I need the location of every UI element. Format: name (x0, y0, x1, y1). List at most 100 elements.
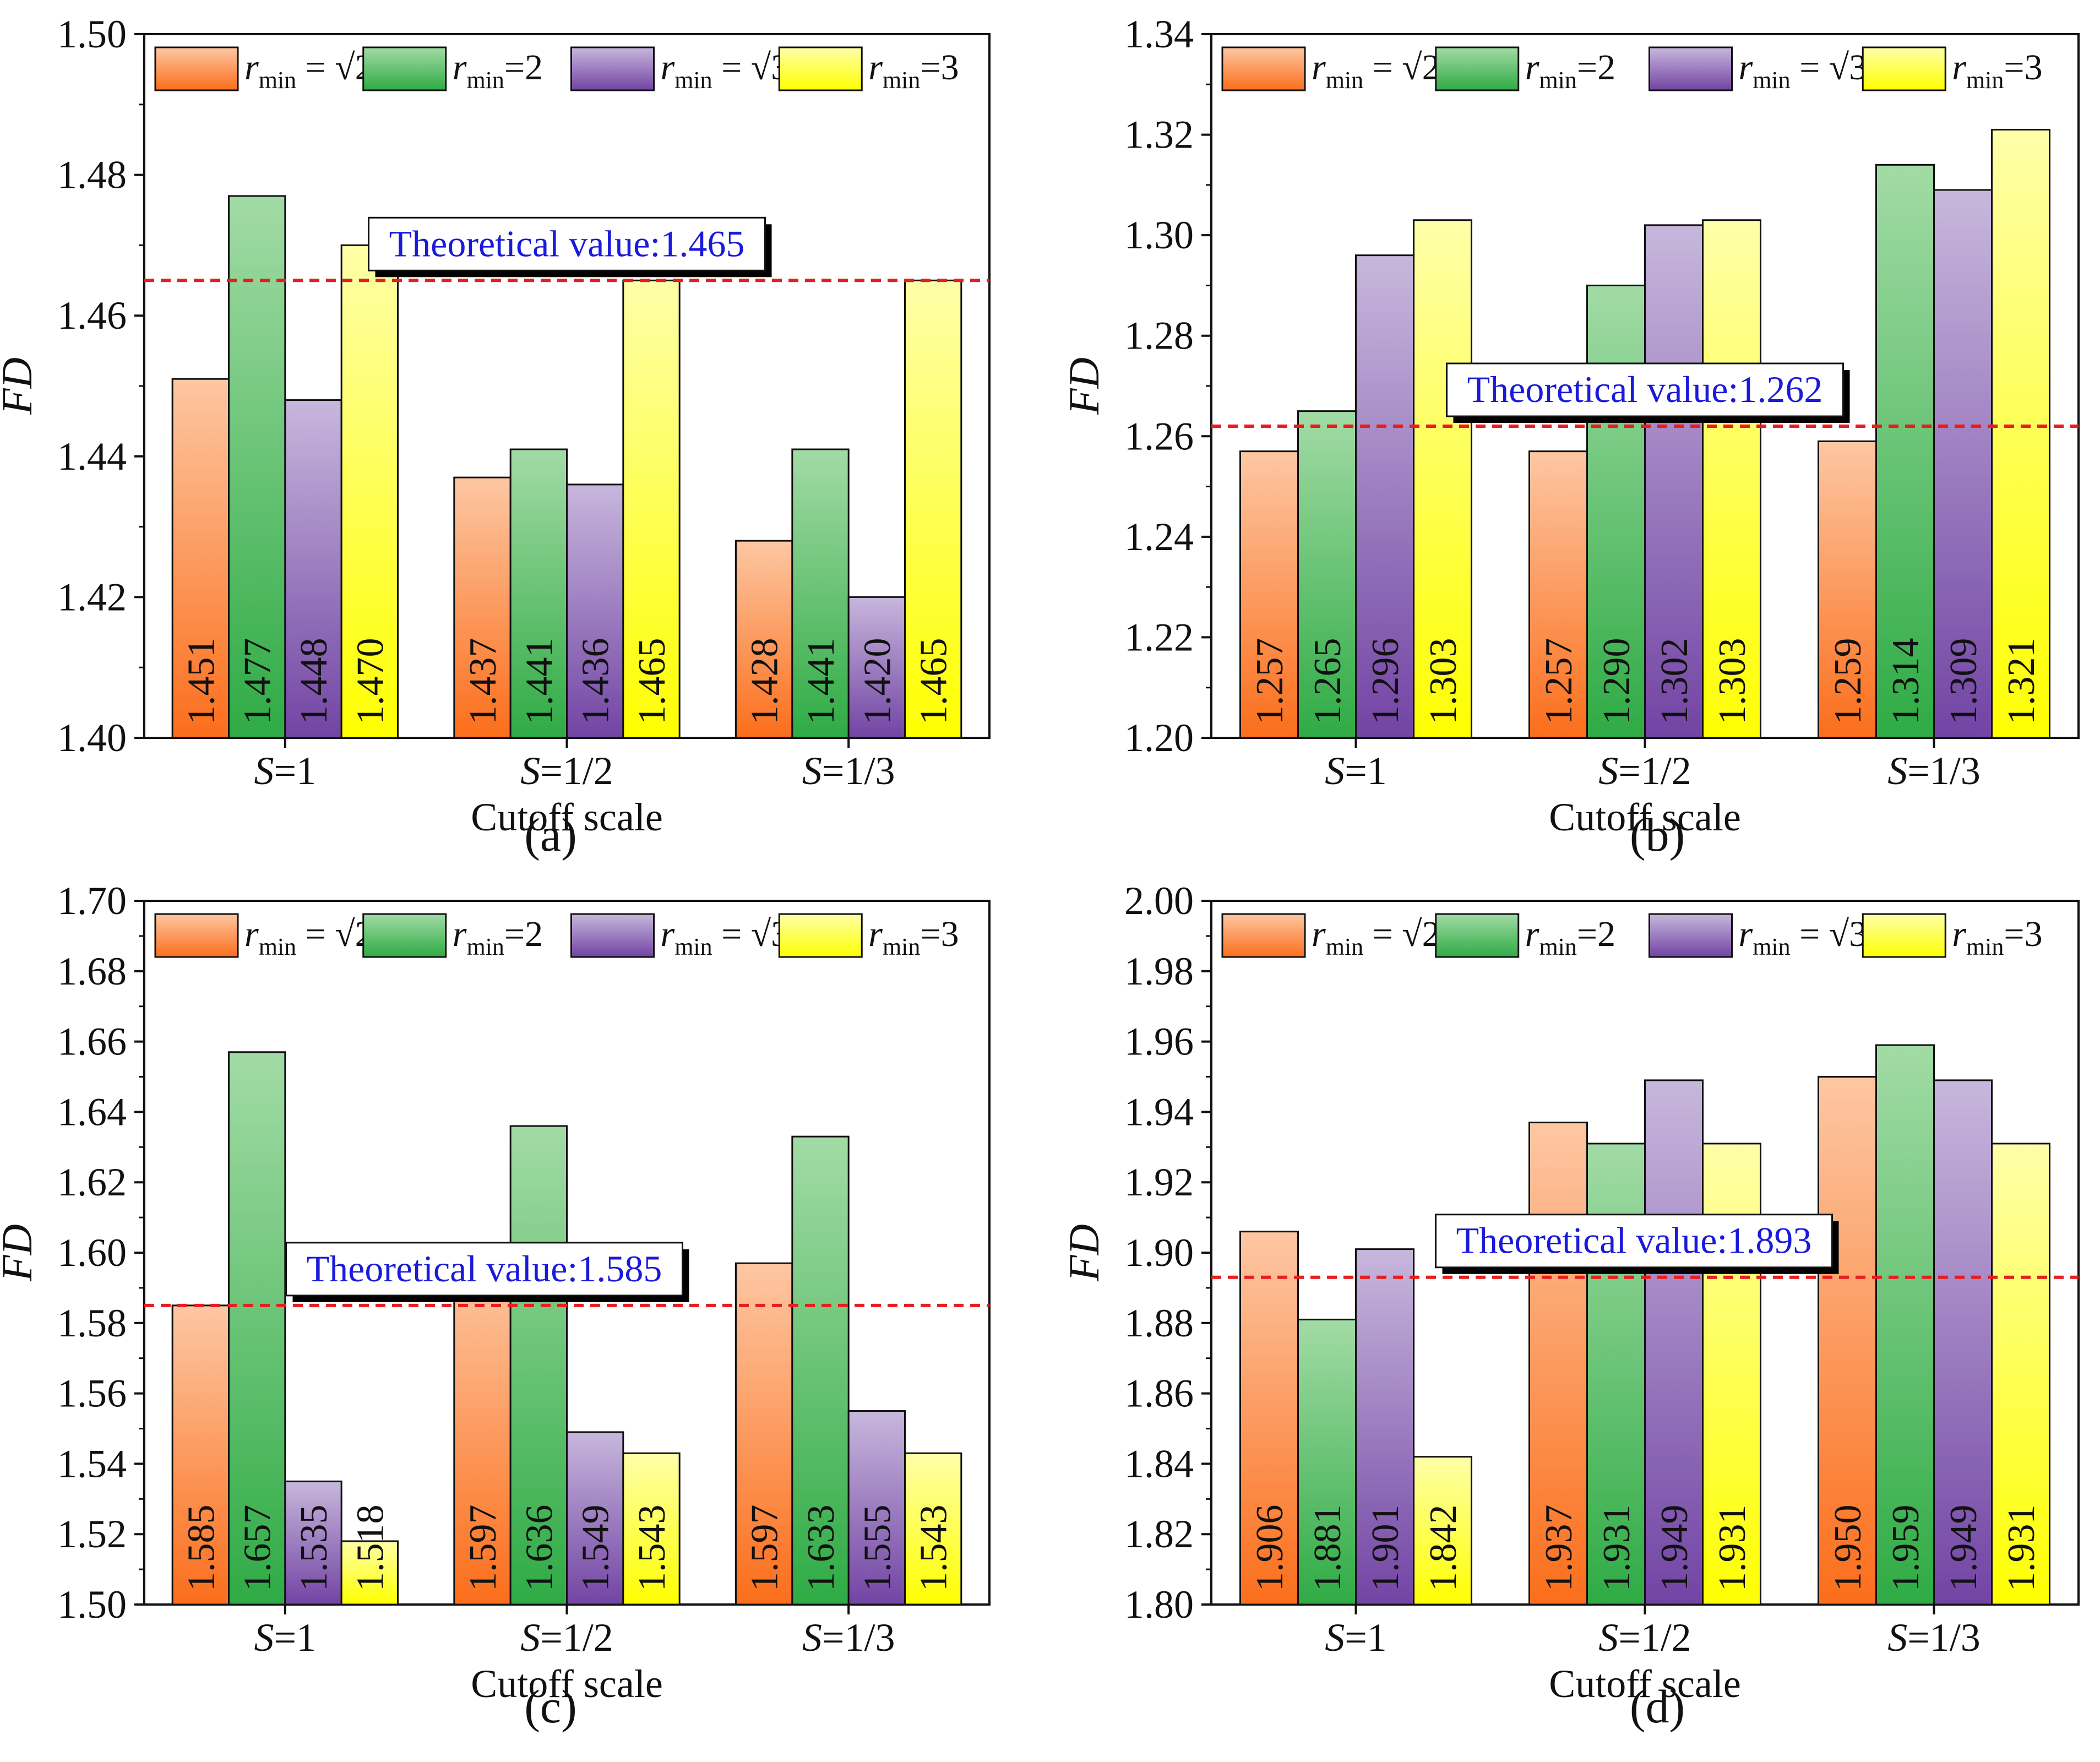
bar-value-label: 1.555 (856, 1505, 899, 1592)
theoretical-value-label: Theoretical value:1.465 (389, 222, 745, 264)
bar-value-label: 1.549 (575, 1505, 617, 1592)
legend-swatch (362, 46, 447, 91)
theoretical-value-label: Theoretical value:1.262 (1467, 368, 1823, 410)
bar (1528, 450, 1588, 739)
bar-value-label: 1.309 (1943, 638, 1985, 725)
bar (1239, 1231, 1299, 1606)
bar (1413, 219, 1472, 739)
bar (1875, 164, 1935, 739)
legend-swatch (1649, 46, 1733, 91)
chart-panel-c: 1.50 1.52 1.54 1.56 1.58 1.60 1.62 1.64 1.66 1.68… (0, 879, 991, 1733)
y-tick-label: 1.42 (57, 575, 127, 619)
bar-value-label: 1.633 (800, 1505, 842, 1592)
legend-entry-label: rmin=2 (1525, 47, 1615, 94)
y-tick-label: 1.50 (57, 1582, 127, 1627)
bar-value-label: 1.585 (180, 1505, 222, 1592)
bar-value-label: 1.949 (1943, 1505, 1985, 1592)
legend-swatch (570, 46, 655, 91)
bar-value-label: 1.420 (856, 638, 899, 725)
y-tick-label: 1.30 (1124, 213, 1194, 257)
x-tick-label: S=1/2 (520, 749, 613, 793)
legend-swatch (570, 913, 655, 958)
y-tick-label: 2.00 (1124, 879, 1194, 923)
y-tick-label: 1.26 (1124, 414, 1194, 458)
bar (1644, 1079, 1704, 1606)
legend: rmin = √2 rmin=2 rmin = √3 rmin=3 (1221, 46, 2043, 94)
bar (171, 378, 230, 739)
bar-value-label: 1.257 (1249, 638, 1291, 725)
y-tick-label: 1.40 (57, 716, 127, 760)
chart-panel-a: 1.40 1.42 1.44 1.46 1.48 1.50 FD 1.451 1.477 1.44… (0, 12, 991, 861)
legend-entry-label: rmin=3 (868, 47, 959, 94)
bar (1875, 1044, 1935, 1606)
bar-value-label: 1.265 (1307, 638, 1349, 725)
bar (1702, 219, 1761, 739)
y-tick-label: 1.44 (57, 434, 127, 478)
y-tick-label: 1.52 (57, 1512, 127, 1556)
chart-panel-d: 1.80 1.82 1.84 1.86 1.88 1.90 1.92 1.94 1.96 1.98… (1060, 879, 2080, 1733)
legend-swatch (1862, 913, 1946, 958)
bar-value-label: 1.518 (349, 1505, 391, 1592)
panel-label: (d) (1630, 1680, 1685, 1733)
y-tick-label: 1.66 (57, 1020, 127, 1064)
bar (1644, 224, 1704, 739)
theoretical-value-label: Theoretical value:1.893 (1456, 1220, 1812, 1261)
bar (791, 1135, 850, 1606)
bar-value-label: 1.441 (800, 638, 842, 725)
bar (1933, 1079, 1993, 1606)
legend-swatch (778, 46, 863, 91)
bar-value-label: 1.259 (1827, 638, 1869, 725)
bar (735, 540, 793, 739)
x-tick-label: S=1 (254, 749, 317, 793)
legend-swatch (1435, 46, 1520, 91)
bar-value-label: 1.842 (1422, 1505, 1465, 1592)
bar-value-label: 1.477 (237, 638, 279, 725)
legend-entry-label: rmin=3 (868, 914, 959, 960)
y-tick-label: 1.58 (57, 1301, 127, 1345)
bar-value-label: 1.448 (293, 638, 335, 725)
y-tick-label: 1.28 (1124, 314, 1194, 358)
legend-entry-label: rmin=2 (453, 47, 543, 94)
bar (622, 1452, 681, 1606)
y-tick-label: 1.82 (1124, 1512, 1194, 1556)
bar-value-label: 1.901 (1364, 1505, 1407, 1592)
bar (1297, 1318, 1357, 1606)
bar-value-label: 1.302 (1653, 638, 1696, 725)
bar-value-label: 1.314 (1885, 638, 1927, 725)
y-axis-label: FD (1060, 357, 1108, 415)
y-tick-label: 1.88 (1124, 1301, 1194, 1345)
x-tick-label: S=1 (254, 1616, 317, 1660)
x-axis-label: Cutoff scale (471, 1662, 663, 1706)
legend-swatch (1221, 913, 1306, 958)
legend-swatch (1649, 913, 1733, 958)
bar-value-label: 1.303 (1422, 638, 1465, 725)
legend-entry-label: rmin = √2 (244, 914, 373, 960)
bar (340, 1540, 399, 1606)
legend-swatch (1862, 46, 1946, 91)
bar (791, 448, 850, 739)
bar-value-label: 1.931 (2000, 1505, 2043, 1592)
x-tick-label: S=1/3 (1887, 1616, 1981, 1660)
bar (904, 1452, 962, 1606)
bar-value-label: 1.290 (1596, 638, 1638, 725)
y-axis-label: FD (0, 1224, 41, 1282)
panel-label: (c) (524, 1680, 576, 1733)
bar-value-label: 1.296 (1364, 638, 1407, 725)
legend-swatch (1221, 46, 1306, 91)
bar-value-label: 1.931 (1596, 1505, 1638, 1592)
bar (453, 476, 512, 739)
bar (1818, 1076, 1877, 1606)
theory-label-box (1435, 1214, 1833, 1269)
bar-value-label: 1.441 (518, 638, 561, 725)
bar-value-label: 1.949 (1653, 1505, 1696, 1592)
x-tick-label: S=1/2 (520, 1616, 613, 1660)
y-tick-label: 1.90 (1124, 1231, 1194, 1275)
bar (1818, 440, 1877, 739)
legend: rmin = √2 rmin=2 rmin = √3 rmin=3 (1221, 913, 2043, 960)
y-tick-label: 1.60 (57, 1231, 127, 1275)
y-axis-label: FD (0, 357, 41, 415)
bar-value-label: 1.931 (1711, 1505, 1754, 1592)
legend-entry-label: rmin=3 (1952, 47, 2042, 94)
y-tick-label: 1.50 (57, 12, 127, 56)
